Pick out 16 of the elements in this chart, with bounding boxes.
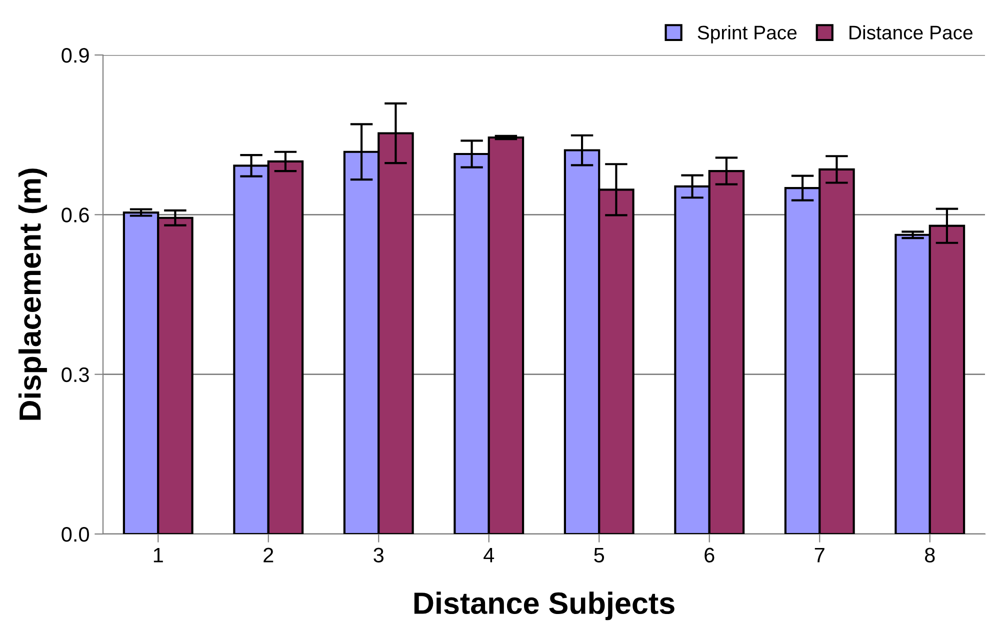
x-tick-label: 2 — [264, 548, 274, 562]
legend-label: Sprint Pace — [698, 25, 797, 44]
x-tick-label: 6 — [704, 548, 714, 562]
x-tick-label: 3 — [374, 548, 384, 562]
y-tick-label: 0.0 — [62, 527, 89, 542]
x-tick-label: 8 — [924, 548, 935, 562]
y-axis-title: Displacement (m) — [18, 168, 47, 420]
x-tick-label: 1 — [154, 548, 163, 562]
x-axis-title: Distance Subjects — [414, 592, 674, 620]
y-tick-label: 0.3 — [62, 367, 89, 382]
y-tick-label: 0.6 — [62, 208, 89, 222]
y-tick-label: 0.9 — [62, 48, 89, 63]
x-tick-label: 5 — [594, 548, 604, 562]
legend-label: Distance Pace — [850, 25, 972, 40]
x-tick-label: 7 — [814, 548, 824, 562]
x-tick-label: 4 — [484, 548, 494, 562]
